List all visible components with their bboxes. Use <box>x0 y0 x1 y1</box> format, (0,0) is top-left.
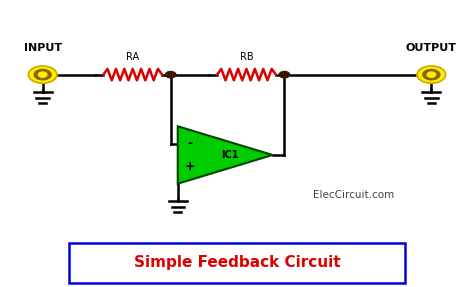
Circle shape <box>417 66 446 83</box>
Circle shape <box>34 69 51 80</box>
Circle shape <box>28 66 57 83</box>
Text: -: - <box>187 137 192 150</box>
Circle shape <box>38 72 47 77</box>
Text: RB: RB <box>240 52 253 62</box>
Text: ElecCircuit.com: ElecCircuit.com <box>313 190 394 200</box>
Text: IC1: IC1 <box>221 150 238 160</box>
Text: RA: RA <box>126 52 139 62</box>
Text: INPUT: INPUT <box>24 43 62 53</box>
FancyBboxPatch shape <box>69 243 405 283</box>
Circle shape <box>423 69 440 80</box>
Circle shape <box>279 71 290 78</box>
Polygon shape <box>178 126 273 184</box>
Circle shape <box>427 72 436 77</box>
Circle shape <box>165 71 176 78</box>
Text: +: + <box>184 160 195 173</box>
Text: OUTPUT: OUTPUT <box>406 43 457 53</box>
Text: Simple Feedback Circuit: Simple Feedback Circuit <box>134 255 340 270</box>
